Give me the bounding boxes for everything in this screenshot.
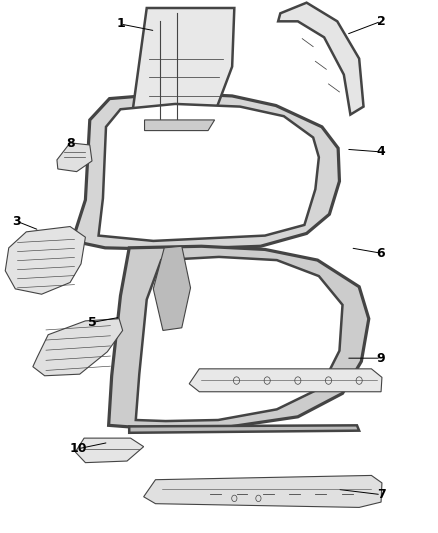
Text: 3: 3	[12, 215, 21, 228]
Polygon shape	[144, 475, 382, 507]
Text: 1: 1	[116, 18, 125, 30]
Text: 8: 8	[66, 138, 74, 150]
Polygon shape	[33, 319, 123, 376]
Polygon shape	[278, 3, 364, 115]
Text: 10: 10	[69, 442, 87, 455]
Polygon shape	[75, 438, 144, 463]
Polygon shape	[153, 246, 191, 330]
Polygon shape	[145, 120, 215, 131]
Polygon shape	[189, 369, 382, 392]
Polygon shape	[72, 93, 339, 249]
Polygon shape	[57, 143, 92, 172]
Polygon shape	[129, 425, 359, 433]
Text: 7: 7	[377, 488, 385, 501]
Text: 9: 9	[377, 352, 385, 365]
Text: 2: 2	[377, 15, 385, 28]
Polygon shape	[109, 246, 369, 429]
Polygon shape	[99, 104, 319, 241]
Polygon shape	[5, 227, 85, 294]
Text: 6: 6	[377, 247, 385, 260]
Text: 4: 4	[377, 146, 385, 158]
Polygon shape	[131, 8, 234, 136]
Text: 5: 5	[88, 316, 96, 329]
Polygon shape	[136, 257, 343, 421]
